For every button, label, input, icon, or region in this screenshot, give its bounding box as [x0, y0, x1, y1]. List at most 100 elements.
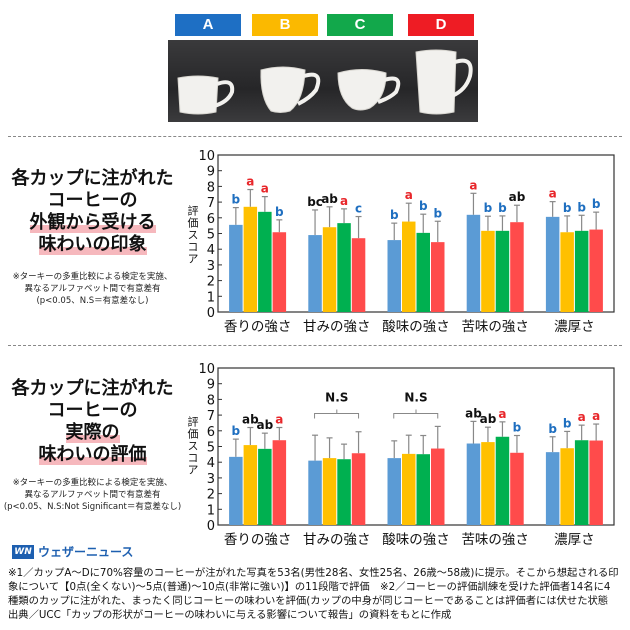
- section1-note: ※ターキーの多重比較による検定を実施、 異なるアルファベット間で有意差有 (p<…: [0, 271, 185, 307]
- ns-bracket: [314, 409, 360, 419]
- significance-letter: b: [232, 424, 241, 438]
- cup-a: [177, 75, 219, 115]
- significance-letter: a: [261, 182, 269, 196]
- bar-c: [495, 436, 510, 525]
- bar-d: [589, 440, 603, 525]
- bar-a: [466, 214, 481, 312]
- bar-c: [337, 459, 351, 525]
- y-tick-label: 10: [198, 149, 215, 164]
- significance-letter: ab: [242, 413, 259, 427]
- title-line-highlight: 味わいの評価: [38, 444, 147, 465]
- title-line: コーヒーの: [47, 400, 138, 421]
- y-axis-label: 評価スコア: [186, 205, 199, 265]
- bar-b: [322, 227, 337, 312]
- significance-letter: a: [340, 194, 348, 208]
- y-tick-label: 9: [207, 165, 215, 180]
- note-line: (p<0.05、N.S:Not Significant＝有意差なし): [3, 502, 182, 512]
- y-tick-label: 0: [207, 306, 215, 321]
- x-tick-label: 濃厚さ: [554, 319, 595, 335]
- bar-c: [574, 230, 589, 312]
- significance-letter: b: [498, 201, 507, 215]
- y-tick-label: 5: [207, 228, 215, 243]
- x-tick-label: 香りの強さ: [224, 319, 291, 335]
- bar-b: [481, 442, 495, 525]
- significance-letter: a: [592, 409, 600, 423]
- y-tick-label: 0: [207, 519, 215, 534]
- bar-b: [243, 206, 258, 312]
- bar-c: [574, 440, 589, 525]
- y-tick-label: 6: [207, 425, 215, 440]
- bar-c: [416, 454, 430, 525]
- cup-label-d: D: [408, 14, 474, 36]
- bar-b: [402, 221, 416, 312]
- bar-a: [387, 458, 401, 525]
- x-tick-label: 濃厚さ: [554, 532, 595, 545]
- bar-a: [229, 456, 243, 525]
- cup-b: [260, 66, 306, 113]
- bar-c: [416, 232, 430, 312]
- bar-d: [272, 232, 287, 312]
- significance-letter: b: [513, 421, 522, 435]
- bar-a: [545, 216, 560, 312]
- footnote-line: 種類のカップに注がれた、まったく同じコーヒーの味わいを評価(カップの中身が同じコ…: [8, 595, 609, 607]
- cups-illustration: [177, 49, 473, 115]
- y-tick-label: 1: [207, 503, 215, 518]
- bar-d: [510, 452, 524, 525]
- cup-label-a: A: [175, 14, 241, 36]
- cup-label-c: C: [327, 14, 393, 36]
- section2-note: ※ターキーの多重比較による検定を実施、 異なるアルファベット間で有意差有 (p<…: [0, 477, 185, 513]
- significance-letter: ab: [480, 412, 497, 426]
- y-tick-label: 2: [207, 488, 215, 503]
- section2-title: 各カップに注がれた コーヒーの 実際の 味わいの評価: [0, 378, 185, 466]
- significance-letter: ab: [465, 406, 482, 420]
- bar-c: [495, 230, 510, 312]
- bar-d: [431, 448, 445, 525]
- significance-letter: a: [549, 187, 557, 201]
- significance-letter: bc: [307, 195, 323, 209]
- ns-label: N.S: [325, 391, 348, 405]
- significance-letter: a: [469, 178, 477, 192]
- bar-a: [545, 452, 560, 525]
- y-tick-label: 9: [207, 378, 215, 393]
- significance-letter: b: [563, 201, 572, 215]
- footnote-line: 出典／UCC「カップの形状がコーヒーの味わいに与える影響について報告」の資料をも…: [8, 609, 452, 621]
- y-tick-label: 8: [207, 180, 215, 195]
- significance-letter: c: [355, 202, 362, 216]
- y-tick-label: 4: [207, 243, 215, 258]
- note-line: 異なるアルファベット間で有意差有: [24, 490, 161, 500]
- significance-letter: b: [592, 197, 601, 211]
- weathernews-logo: WN ウェザーニュース: [12, 543, 133, 560]
- x-tick-label: 酸味の強さ: [382, 532, 450, 545]
- x-tick-label: 香りの強さ: [224, 532, 291, 545]
- bar-a: [387, 240, 401, 312]
- logo-text: ウェザーニュース: [38, 545, 134, 559]
- significance-letter: a: [246, 175, 254, 189]
- x-tick-label: 苦味の強さ: [461, 319, 529, 335]
- bar-d: [351, 238, 366, 312]
- significance-letter: ab: [321, 192, 338, 206]
- footnote-line: ※1／カップA〜Dに70%容量のコーヒーが注がれた写真を53名(男性28名、女性…: [8, 567, 619, 579]
- significance-letter: ab: [509, 190, 526, 204]
- note-line: ※ターキーの多重比較による検定を実施、: [12, 272, 173, 282]
- bar-b: [322, 458, 337, 525]
- divider: [8, 136, 622, 137]
- significance-letter: a: [498, 407, 506, 421]
- significance-letter: b: [275, 205, 284, 219]
- significance-letter: b: [232, 193, 241, 207]
- title-line: コーヒーの: [47, 190, 138, 211]
- ns-bracket: [393, 409, 439, 419]
- bar-a: [308, 235, 322, 312]
- title-line: 各カップに注がれた: [11, 378, 174, 399]
- title-line-highlight: 実際の: [65, 422, 120, 443]
- significance-letter: b: [433, 206, 442, 220]
- divider: [8, 345, 622, 346]
- bar-a: [466, 443, 481, 525]
- significance-letter: a: [405, 188, 413, 202]
- title-line: 各カップに注がれた: [11, 168, 174, 189]
- significance-letter: b: [548, 422, 557, 436]
- y-tick-label: 7: [207, 196, 215, 211]
- bar-d: [272, 440, 287, 525]
- bar-d: [431, 242, 445, 312]
- y-tick-label: 2: [207, 275, 215, 290]
